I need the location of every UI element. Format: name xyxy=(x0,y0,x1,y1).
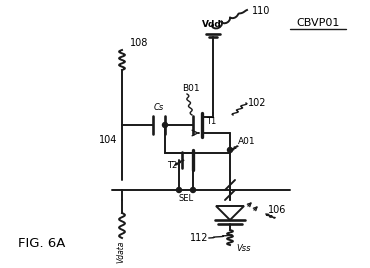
Text: Vdd: Vdd xyxy=(202,20,222,29)
Text: 108: 108 xyxy=(130,38,148,48)
Circle shape xyxy=(162,122,168,128)
Text: A01: A01 xyxy=(238,137,256,146)
Text: 110: 110 xyxy=(252,6,270,16)
Circle shape xyxy=(228,147,232,152)
Text: B01: B01 xyxy=(182,84,200,93)
Text: 106: 106 xyxy=(268,205,286,215)
Text: Cs: Cs xyxy=(154,103,164,112)
Circle shape xyxy=(191,188,195,192)
Text: Vss: Vss xyxy=(236,244,250,253)
Circle shape xyxy=(176,188,182,192)
Text: Vdata: Vdata xyxy=(117,241,125,263)
Text: CBVP01: CBVP01 xyxy=(296,18,340,28)
Text: T1: T1 xyxy=(206,117,216,126)
Text: 102: 102 xyxy=(248,98,266,108)
Text: 104: 104 xyxy=(99,135,117,145)
Text: T2: T2 xyxy=(167,161,177,169)
Text: FIG. 6A: FIG. 6A xyxy=(18,237,65,250)
Text: 112: 112 xyxy=(189,233,208,243)
Text: SEL: SEL xyxy=(178,194,194,203)
